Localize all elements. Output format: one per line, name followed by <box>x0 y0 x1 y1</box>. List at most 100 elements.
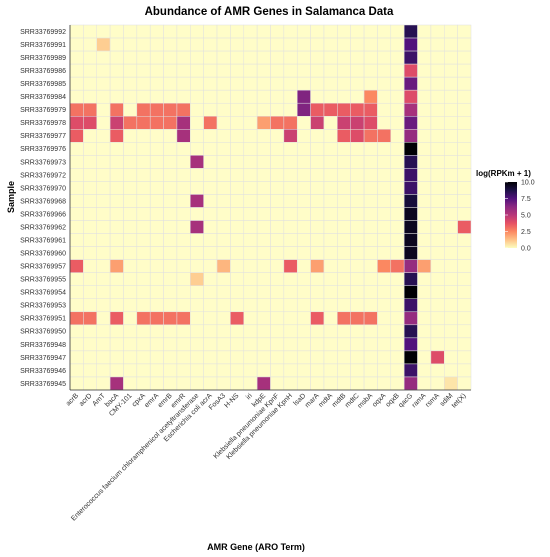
heatmap-cell <box>176 181 191 195</box>
heatmap-cell <box>136 155 151 169</box>
y-tick-label: SRR33769947 <box>20 355 66 362</box>
heatmap-cell <box>123 363 138 378</box>
heatmap-cell <box>123 285 138 299</box>
heatmap-cell <box>363 181 378 195</box>
heatmap-cell <box>350 233 365 247</box>
heatmap-cell <box>377 298 392 313</box>
heatmap-cell <box>123 324 138 339</box>
y-tick-label: SRR33769991 <box>20 42 66 49</box>
heatmap-cell <box>457 63 472 78</box>
heatmap-cell <box>149 102 164 117</box>
heatmap-cell <box>444 376 458 391</box>
heatmap-cell <box>390 363 405 378</box>
heatmap-cell <box>243 155 258 169</box>
heatmap-cell <box>296 220 311 234</box>
y-tick-label: SRR33769985 <box>20 81 66 88</box>
heatmap-cell <box>457 129 472 143</box>
heatmap-cell <box>69 233 84 247</box>
heatmap-cell <box>163 246 178 260</box>
heatmap-cell <box>203 89 218 104</box>
heatmap-cell <box>256 181 271 195</box>
y-tick-label: SRR33769989 <box>20 55 66 62</box>
heatmap-cell <box>190 63 204 78</box>
heatmap-cell <box>163 50 178 65</box>
heatmap-cell <box>136 194 151 208</box>
heatmap-cell <box>256 285 271 299</box>
heatmap-cell <box>96 246 111 260</box>
heatmap-cell <box>350 142 365 156</box>
heatmap-cell <box>390 155 405 169</box>
heatmap-cell <box>190 350 204 365</box>
heatmap-cell <box>243 298 258 313</box>
heatmap-cell <box>176 272 191 286</box>
heatmap-cell <box>109 350 124 365</box>
heatmap-cell <box>444 337 458 352</box>
heatmap-cell <box>390 37 405 52</box>
heatmap-cell <box>256 89 271 104</box>
x-tick-label: iri <box>245 392 254 401</box>
heatmap-cell <box>310 272 325 286</box>
heatmap-cell <box>283 246 298 260</box>
heatmap-cell <box>243 181 258 195</box>
heatmap-cell <box>390 285 405 299</box>
heatmap-cell <box>83 337 97 352</box>
heatmap-cell <box>96 363 111 378</box>
heatmap-cell <box>283 259 298 273</box>
heatmap-cell <box>69 298 84 313</box>
heatmap-cell <box>296 337 311 352</box>
heatmap-cell <box>149 37 164 52</box>
heatmap-cell <box>283 220 298 234</box>
heatmap-cell <box>444 272 458 286</box>
heatmap-cell <box>163 207 178 221</box>
y-tick-label: SRR33769962 <box>20 224 66 231</box>
heatmap-cell <box>283 76 298 91</box>
heatmap-cell <box>283 37 298 52</box>
heatmap-cell <box>283 311 298 326</box>
heatmap-cell <box>216 285 231 299</box>
heatmap-cell <box>83 142 97 156</box>
heatmap-cell <box>417 116 432 130</box>
heatmap-cell <box>457 324 472 339</box>
heatmap-cell <box>377 102 392 117</box>
heatmap-cell <box>190 311 204 326</box>
heatmap-cell <box>163 337 178 352</box>
x-tick-label: msbA <box>357 392 375 410</box>
heatmap-cell <box>296 298 311 313</box>
heatmap-cell <box>149 363 164 378</box>
heatmap-cell <box>417 102 432 117</box>
heatmap-cell <box>310 155 325 169</box>
heatmap-cell <box>123 63 138 78</box>
heatmap-cell <box>310 285 325 299</box>
heatmap-cell <box>109 233 124 247</box>
heatmap-cell <box>430 168 445 182</box>
heatmap-cell <box>109 155 124 169</box>
heatmap-cell <box>296 155 311 169</box>
heatmap-cell <box>296 324 311 339</box>
heatmap-cell <box>457 142 472 156</box>
heatmap-cell <box>216 194 231 208</box>
heatmap-cell <box>243 50 258 65</box>
heatmap-cell <box>323 298 338 313</box>
heatmap-cell <box>176 76 191 91</box>
heatmap-cell <box>390 350 405 365</box>
heatmap-cell <box>337 376 351 391</box>
heatmap-cell <box>323 311 338 326</box>
heatmap-cell <box>323 259 338 273</box>
heatmap-cell <box>444 142 458 156</box>
x-axis-tick-labels: acrBacrDAmTbacACMY-101cpxAemrAemrBemrREn… <box>65 392 468 523</box>
heatmap-cell <box>283 298 298 313</box>
heatmap-cell <box>283 142 298 156</box>
heatmap-cell <box>190 50 204 65</box>
heatmap-cell <box>444 259 458 273</box>
heatmap-cell <box>417 246 432 260</box>
y-tick-label: SRR33769984 <box>20 94 66 101</box>
heatmap-cell <box>296 272 311 286</box>
heatmap-cell <box>149 194 164 208</box>
heatmap-cell <box>363 194 378 208</box>
heatmap-cell <box>203 285 218 299</box>
heatmap-cell <box>270 285 285 299</box>
heatmap-cell <box>310 194 325 208</box>
heatmap-cell <box>96 142 111 156</box>
heatmap-cell <box>83 259 97 273</box>
heatmap-cell <box>203 37 218 52</box>
